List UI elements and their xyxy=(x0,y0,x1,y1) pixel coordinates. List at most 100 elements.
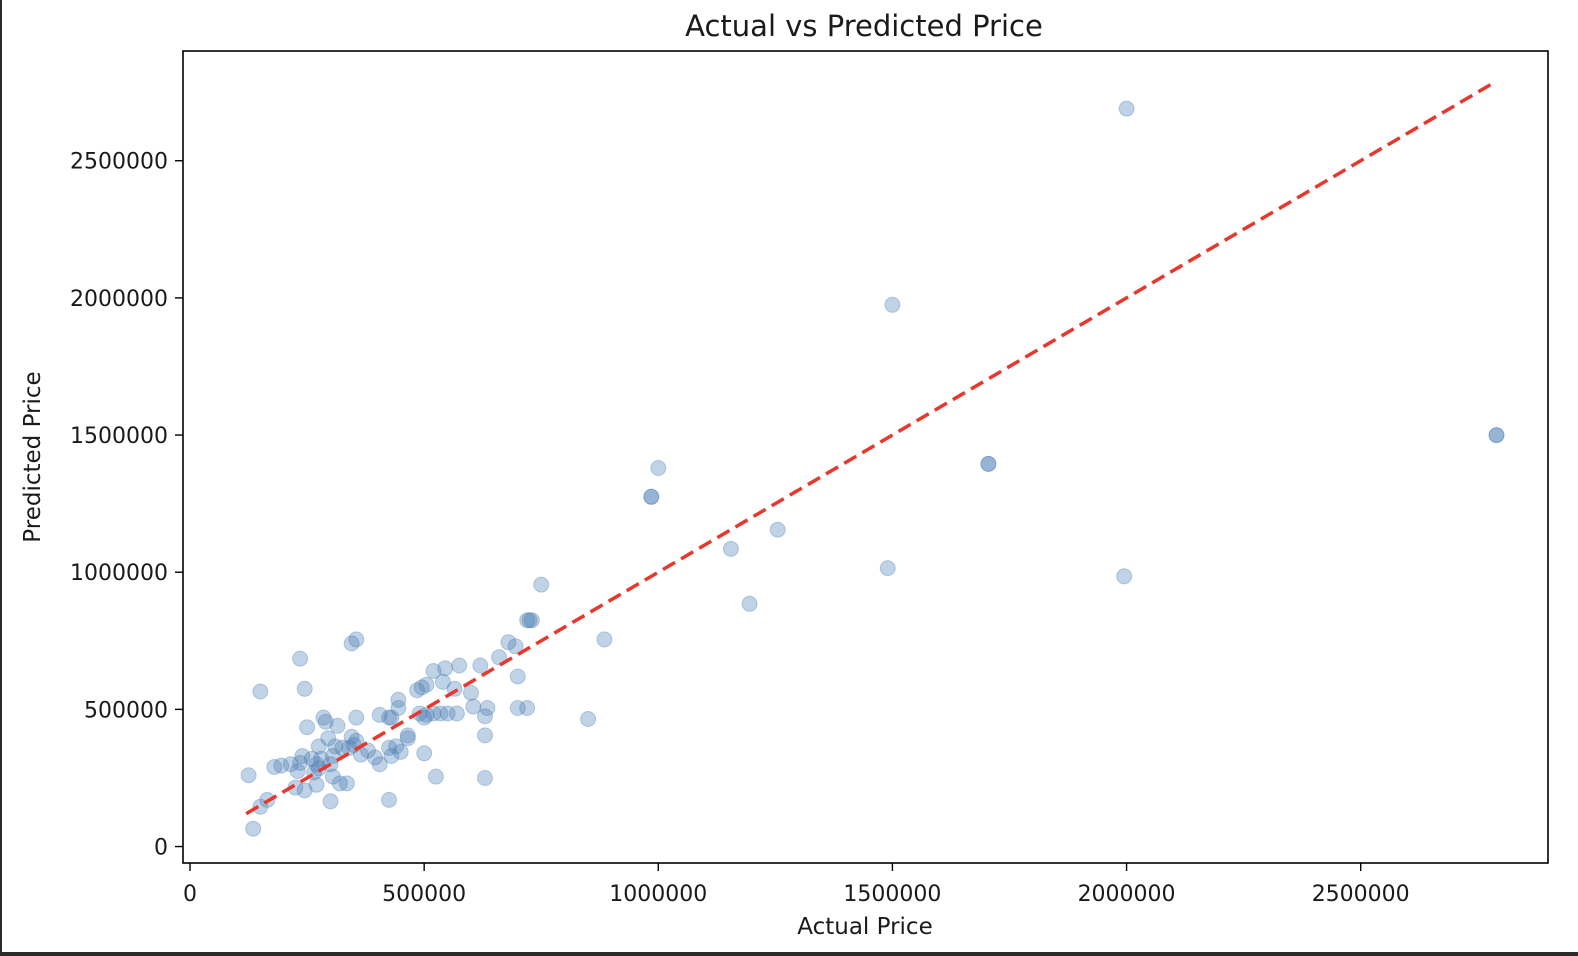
data-point xyxy=(296,680,313,697)
data-point xyxy=(383,748,400,764)
data-point xyxy=(313,750,330,767)
data-point xyxy=(282,756,299,773)
data-point xyxy=(884,296,901,313)
data-point xyxy=(980,455,997,472)
data-point xyxy=(425,663,442,679)
data-point xyxy=(643,488,660,505)
data-point xyxy=(463,684,479,701)
points-layer xyxy=(240,100,1505,837)
data-point xyxy=(477,770,493,786)
data-point xyxy=(392,743,409,760)
data-point xyxy=(451,657,468,674)
data-point xyxy=(381,739,397,756)
data-point xyxy=(596,631,613,648)
data-point xyxy=(296,782,313,799)
data-point xyxy=(465,698,482,715)
data-point xyxy=(1488,427,1505,444)
data-point xyxy=(418,676,435,693)
data-point xyxy=(509,700,526,716)
data-point xyxy=(416,745,433,762)
data-point xyxy=(348,631,365,648)
y-tick-label: 0 xyxy=(154,836,168,861)
data-point xyxy=(879,560,896,577)
y-tick-label: 2000000 xyxy=(70,287,168,312)
data-point xyxy=(533,576,550,593)
data-point xyxy=(371,756,388,773)
data-point xyxy=(388,738,405,755)
data-point xyxy=(343,728,360,745)
data-point xyxy=(299,719,316,736)
data-point xyxy=(315,709,332,726)
x-tick-label: 2000000 xyxy=(1078,882,1176,907)
x-axis-title: Actual Price xyxy=(797,914,932,940)
data-point xyxy=(317,713,334,730)
data-point xyxy=(643,488,660,505)
data-point xyxy=(245,820,262,837)
data-point xyxy=(741,595,758,612)
y-axis: 0 500000 1000000 1500000 2000000 2500000 xyxy=(70,150,183,861)
data-point xyxy=(334,739,351,756)
data-point xyxy=(310,738,327,755)
data-point xyxy=(434,673,451,690)
data-point xyxy=(472,657,489,674)
x-tick-label: 2500000 xyxy=(1312,882,1410,907)
data-point xyxy=(507,638,524,655)
data-point xyxy=(491,649,508,666)
x-tick-label: 0 xyxy=(183,882,197,907)
data-point xyxy=(509,668,526,685)
data-point xyxy=(722,540,739,557)
data-point xyxy=(327,738,344,755)
data-point xyxy=(338,775,355,792)
data-point xyxy=(413,679,430,696)
data-point xyxy=(399,727,416,744)
data-point xyxy=(427,768,444,785)
chart-title: Actual vs Predicted Price xyxy=(685,9,1043,43)
data-point xyxy=(252,798,269,815)
data-point xyxy=(448,705,465,722)
data-point xyxy=(390,691,407,708)
x-axis: 0 500000 1000000 1500000 2000000 2500000 xyxy=(183,863,1410,907)
data-point xyxy=(479,700,496,716)
data-point xyxy=(292,650,309,667)
data-point xyxy=(580,711,597,727)
data-point xyxy=(294,748,311,764)
data-point xyxy=(418,706,435,723)
data-point xyxy=(303,750,320,767)
data-point xyxy=(331,775,348,792)
data-point xyxy=(383,709,400,726)
data-point xyxy=(360,742,376,759)
data-point xyxy=(519,612,536,629)
data-point xyxy=(289,763,306,780)
data-point xyxy=(329,717,346,734)
data-point xyxy=(308,776,325,793)
data-point xyxy=(324,768,341,785)
y-tick-label: 500000 xyxy=(84,698,168,723)
x-tick-label: 500000 xyxy=(382,882,466,907)
data-point xyxy=(521,612,538,629)
data-point xyxy=(439,705,456,722)
data-point xyxy=(322,793,339,810)
plot-frame xyxy=(182,50,1549,864)
data-point xyxy=(1116,568,1133,585)
data-point xyxy=(320,730,337,747)
data-point xyxy=(381,791,397,808)
data-point xyxy=(343,635,360,652)
data-point xyxy=(292,754,309,771)
data-point xyxy=(252,683,269,700)
data-point xyxy=(519,700,536,716)
reference-line xyxy=(245,79,1498,816)
reference-line-layer xyxy=(245,79,1498,816)
data-point xyxy=(432,705,449,722)
data-point xyxy=(367,749,383,766)
data-point xyxy=(1118,100,1135,117)
data-point xyxy=(500,634,517,651)
y-tick-label: 2500000 xyxy=(70,150,168,175)
data-point xyxy=(416,709,433,726)
data-point xyxy=(437,660,454,677)
data-point xyxy=(523,612,540,629)
y-tick-label: 1000000 xyxy=(70,561,168,586)
data-point xyxy=(308,756,325,773)
x-tick-label: 1000000 xyxy=(609,882,707,907)
